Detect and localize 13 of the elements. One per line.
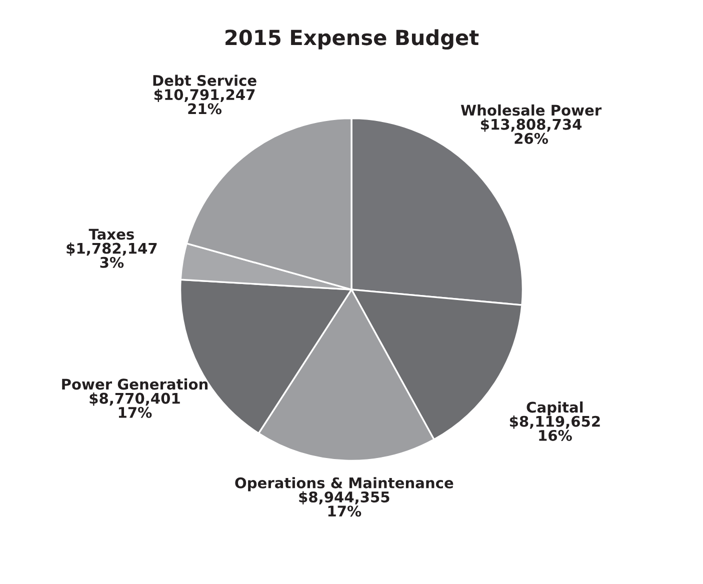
data-label: $13,808,734 26%: [480, 118, 582, 144]
data-label: $10,791,247 21%: [154, 88, 255, 114]
slice-label: Capital: [526, 401, 583, 416]
slice-label: Power Generation: [62, 378, 208, 390]
slice-label: Debt Service: [153, 74, 256, 86]
slice-label: Operations & Maintenance: [235, 477, 454, 492]
data-label: $8,770,401 17%: [90, 392, 180, 418]
slice-label: Taxes: [88, 228, 134, 240]
data-label: $8,119,652 16%: [510, 416, 600, 441]
data-label: $1,782,147 3%: [66, 242, 157, 268]
slice-label: Wholesale Power: [460, 104, 602, 116]
data-label: $8,944,355 17%: [299, 491, 390, 517]
chart-title: 2015 Expense Budget: [226, 29, 479, 50]
